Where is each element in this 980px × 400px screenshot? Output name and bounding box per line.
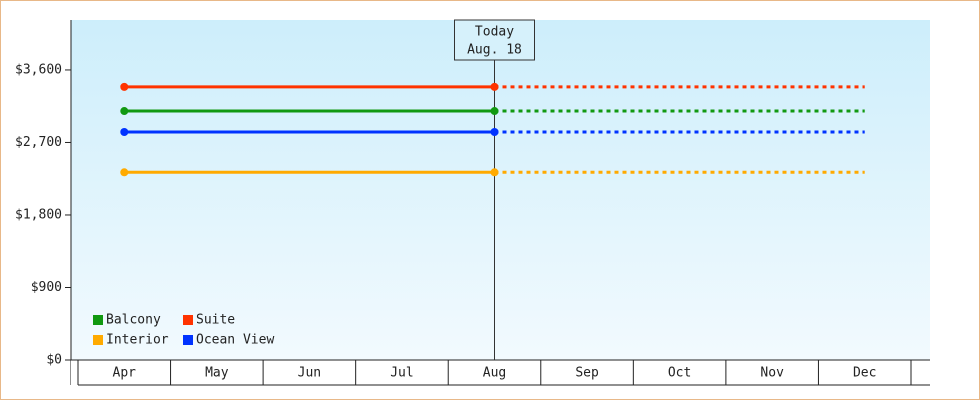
x-tick-label: Jul [390,366,413,381]
point [120,168,129,177]
today-label: Today [475,25,514,40]
point [120,82,129,91]
x-tick-label: Oct [668,366,691,381]
y-tick-label: $900 [31,280,62,295]
legend-label: Ocean View [196,333,274,348]
x-tick-label: Nov [760,366,784,381]
today-label: Aug. 18 [467,43,522,58]
y-tick-label: $3,600 [15,62,62,77]
x-tick-label: Jun [298,366,321,381]
legend-swatch [93,315,103,325]
point [490,168,499,177]
today-box [454,19,535,61]
x-tick-label: Apr [113,366,137,381]
legend-label: Balcony [106,313,161,328]
x-tick-label: Dec [853,366,876,381]
legend-swatch [93,335,103,345]
y-tick-label: $0 [46,353,62,368]
x-axis-row [71,360,930,385]
x-tick-label: Aug [483,366,506,381]
legend-label: Interior [106,333,169,348]
legend-label: Suite [196,313,235,328]
point [120,127,129,136]
point [490,127,499,136]
legend-swatch [183,315,193,325]
point [490,107,499,116]
x-tick-label: May [205,366,229,381]
point [490,82,499,91]
x-tick-label: Sep [575,366,599,381]
legend-swatch [183,335,193,345]
plot-area [71,20,930,360]
point [120,107,129,116]
y-tick-label: $2,700 [15,135,62,150]
y-tick-label: $1,800 [15,207,62,222]
